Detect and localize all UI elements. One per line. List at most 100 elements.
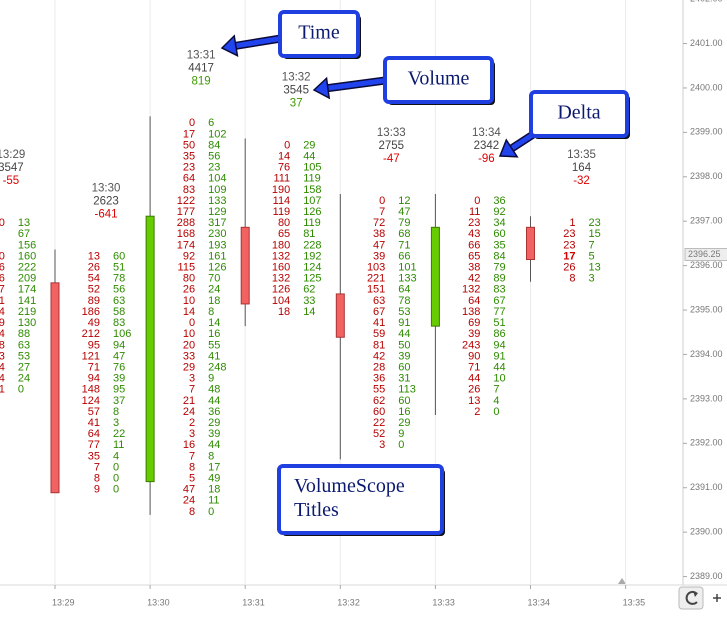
bid-volume: 6 [0,273,5,285]
ask-volume: 41 [208,350,220,362]
ask-volume: 5 [589,250,595,262]
y-tick-label: 2389.00 [690,571,723,581]
bid-volume: 180 [272,239,290,251]
ask-volume: 77 [493,306,505,318]
ask-volume: 193 [208,239,226,251]
bid-volume: 23 [563,239,575,251]
x-tick-label: 13:30 [147,597,170,607]
ask-volume: 9 [208,373,214,385]
ask-volume: 317 [208,217,226,229]
bid-volume: 64 [88,428,100,440]
ask-volume: 8 [208,450,214,462]
bid-volume: 8 [189,461,195,473]
bid-volume: 132 [462,284,480,296]
ask-volume: 44 [208,439,220,451]
bar-delta: -47 [383,153,400,165]
callout-text: Delta [557,102,600,124]
bid-volume: 65 [468,250,480,262]
bid-volume: 151 [367,284,385,296]
ask-volume: 66 [398,250,410,262]
x-tick-label: 13:33 [432,597,455,607]
ask-volume: 56 [208,150,220,162]
bid-volume: 39 [468,328,480,340]
y-tick-label: 2390.00 [690,527,723,537]
bid-volume: 0 [0,250,5,262]
ask-volume: 94 [113,339,125,351]
bid-volume: 13 [468,395,480,407]
ask-volume: 11 [208,495,219,507]
bar-time: 13:33 [377,127,406,139]
ask-volume: 156 [18,239,36,251]
ask-volume: 209 [18,273,36,285]
bid-volume: 28 [373,361,385,373]
ask-volume: 48 [208,384,220,396]
ask-volume: 39 [208,428,220,440]
bar-volume: 2342 [474,140,500,152]
ask-volume: 36 [208,406,220,418]
bid-volume: 17 [183,128,195,140]
ask-volume: 109 [208,184,226,196]
bid-volume: 17 [563,250,575,262]
bid-volume: 160 [272,262,290,274]
bid-volume: 35 [183,150,195,162]
ask-volume: 107 [303,195,321,207]
ask-volume: 102 [208,128,226,140]
bid-volume: 23 [183,162,195,174]
callout-box [529,90,629,138]
ask-volume: 0 [113,484,119,496]
ask-volume: 60 [493,228,505,240]
ask-volume: 79 [493,262,505,274]
ask-volume: 86 [493,328,505,340]
bid-volume: 0 [474,195,480,207]
ask-volume: 62 [303,284,315,296]
bid-volume: 132 [272,273,290,285]
bid-volume: 76 [278,162,290,174]
x-tick-label: 13:35 [623,597,646,607]
ask-volume: 53 [18,350,30,362]
bid-volume: 8 [0,339,5,351]
bid-volume: 14 [278,150,290,162]
ask-volume: 222 [18,262,36,274]
ask-volume: 3 [113,417,119,429]
bar-delta: -55 [3,175,20,187]
ask-volume: 44 [398,328,410,340]
y-tick-label: 2398.00 [690,171,723,181]
bid-volume: 52 [373,428,385,440]
bid-volume: 26 [468,384,480,396]
ask-volume: 51 [113,262,125,274]
last-price-box [684,248,727,262]
bar-time: 13:34 [472,127,501,139]
bar-volume: 3545 [283,85,309,97]
ask-volume: 230 [208,228,226,240]
bid-volume: 44 [468,373,480,385]
y-tick-label: 2399.00 [690,127,723,137]
bid-volume: 2 [189,417,195,429]
bid-volume: 38 [373,228,385,240]
ask-volume: 17 [208,461,220,473]
bid-volume: 39 [373,250,385,262]
x-tick-label: 13:34 [528,597,551,607]
ask-volume: 94 [493,339,505,351]
bid-volume: 1 [0,384,5,396]
bid-volume: 10 [183,328,195,340]
callout-box [383,56,494,104]
bid-volume: 26 [183,284,195,296]
ask-volume: 24 [18,373,30,385]
ask-volume: 6 [208,117,214,129]
bid-volume: 26 [88,262,100,274]
bar-volume: 3547 [0,162,24,174]
bid-volume: 288 [177,217,195,229]
ask-volume: 119 [303,217,321,229]
ask-volume: 192 [303,250,321,262]
ask-volume: 44 [303,150,315,162]
ask-volume: 88 [18,328,30,340]
bid-volume: 124 [82,395,100,407]
reset-button[interactable] [678,586,704,610]
bid-volume: 186 [82,306,100,318]
bid-volume: 72 [373,217,385,229]
bid-volume: 103 [367,262,385,274]
scroll-marker [618,578,626,584]
bar-volume: 2755 [379,140,405,152]
bid-volume: 0 [189,117,195,129]
zoom-button[interactable] [708,587,726,609]
